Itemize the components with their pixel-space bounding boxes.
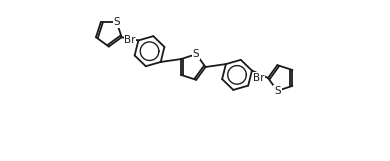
Text: Br: Br (124, 35, 136, 45)
Text: S: S (193, 49, 199, 59)
Text: Br: Br (253, 73, 265, 83)
Text: S: S (113, 17, 120, 27)
Text: S: S (274, 86, 281, 96)
